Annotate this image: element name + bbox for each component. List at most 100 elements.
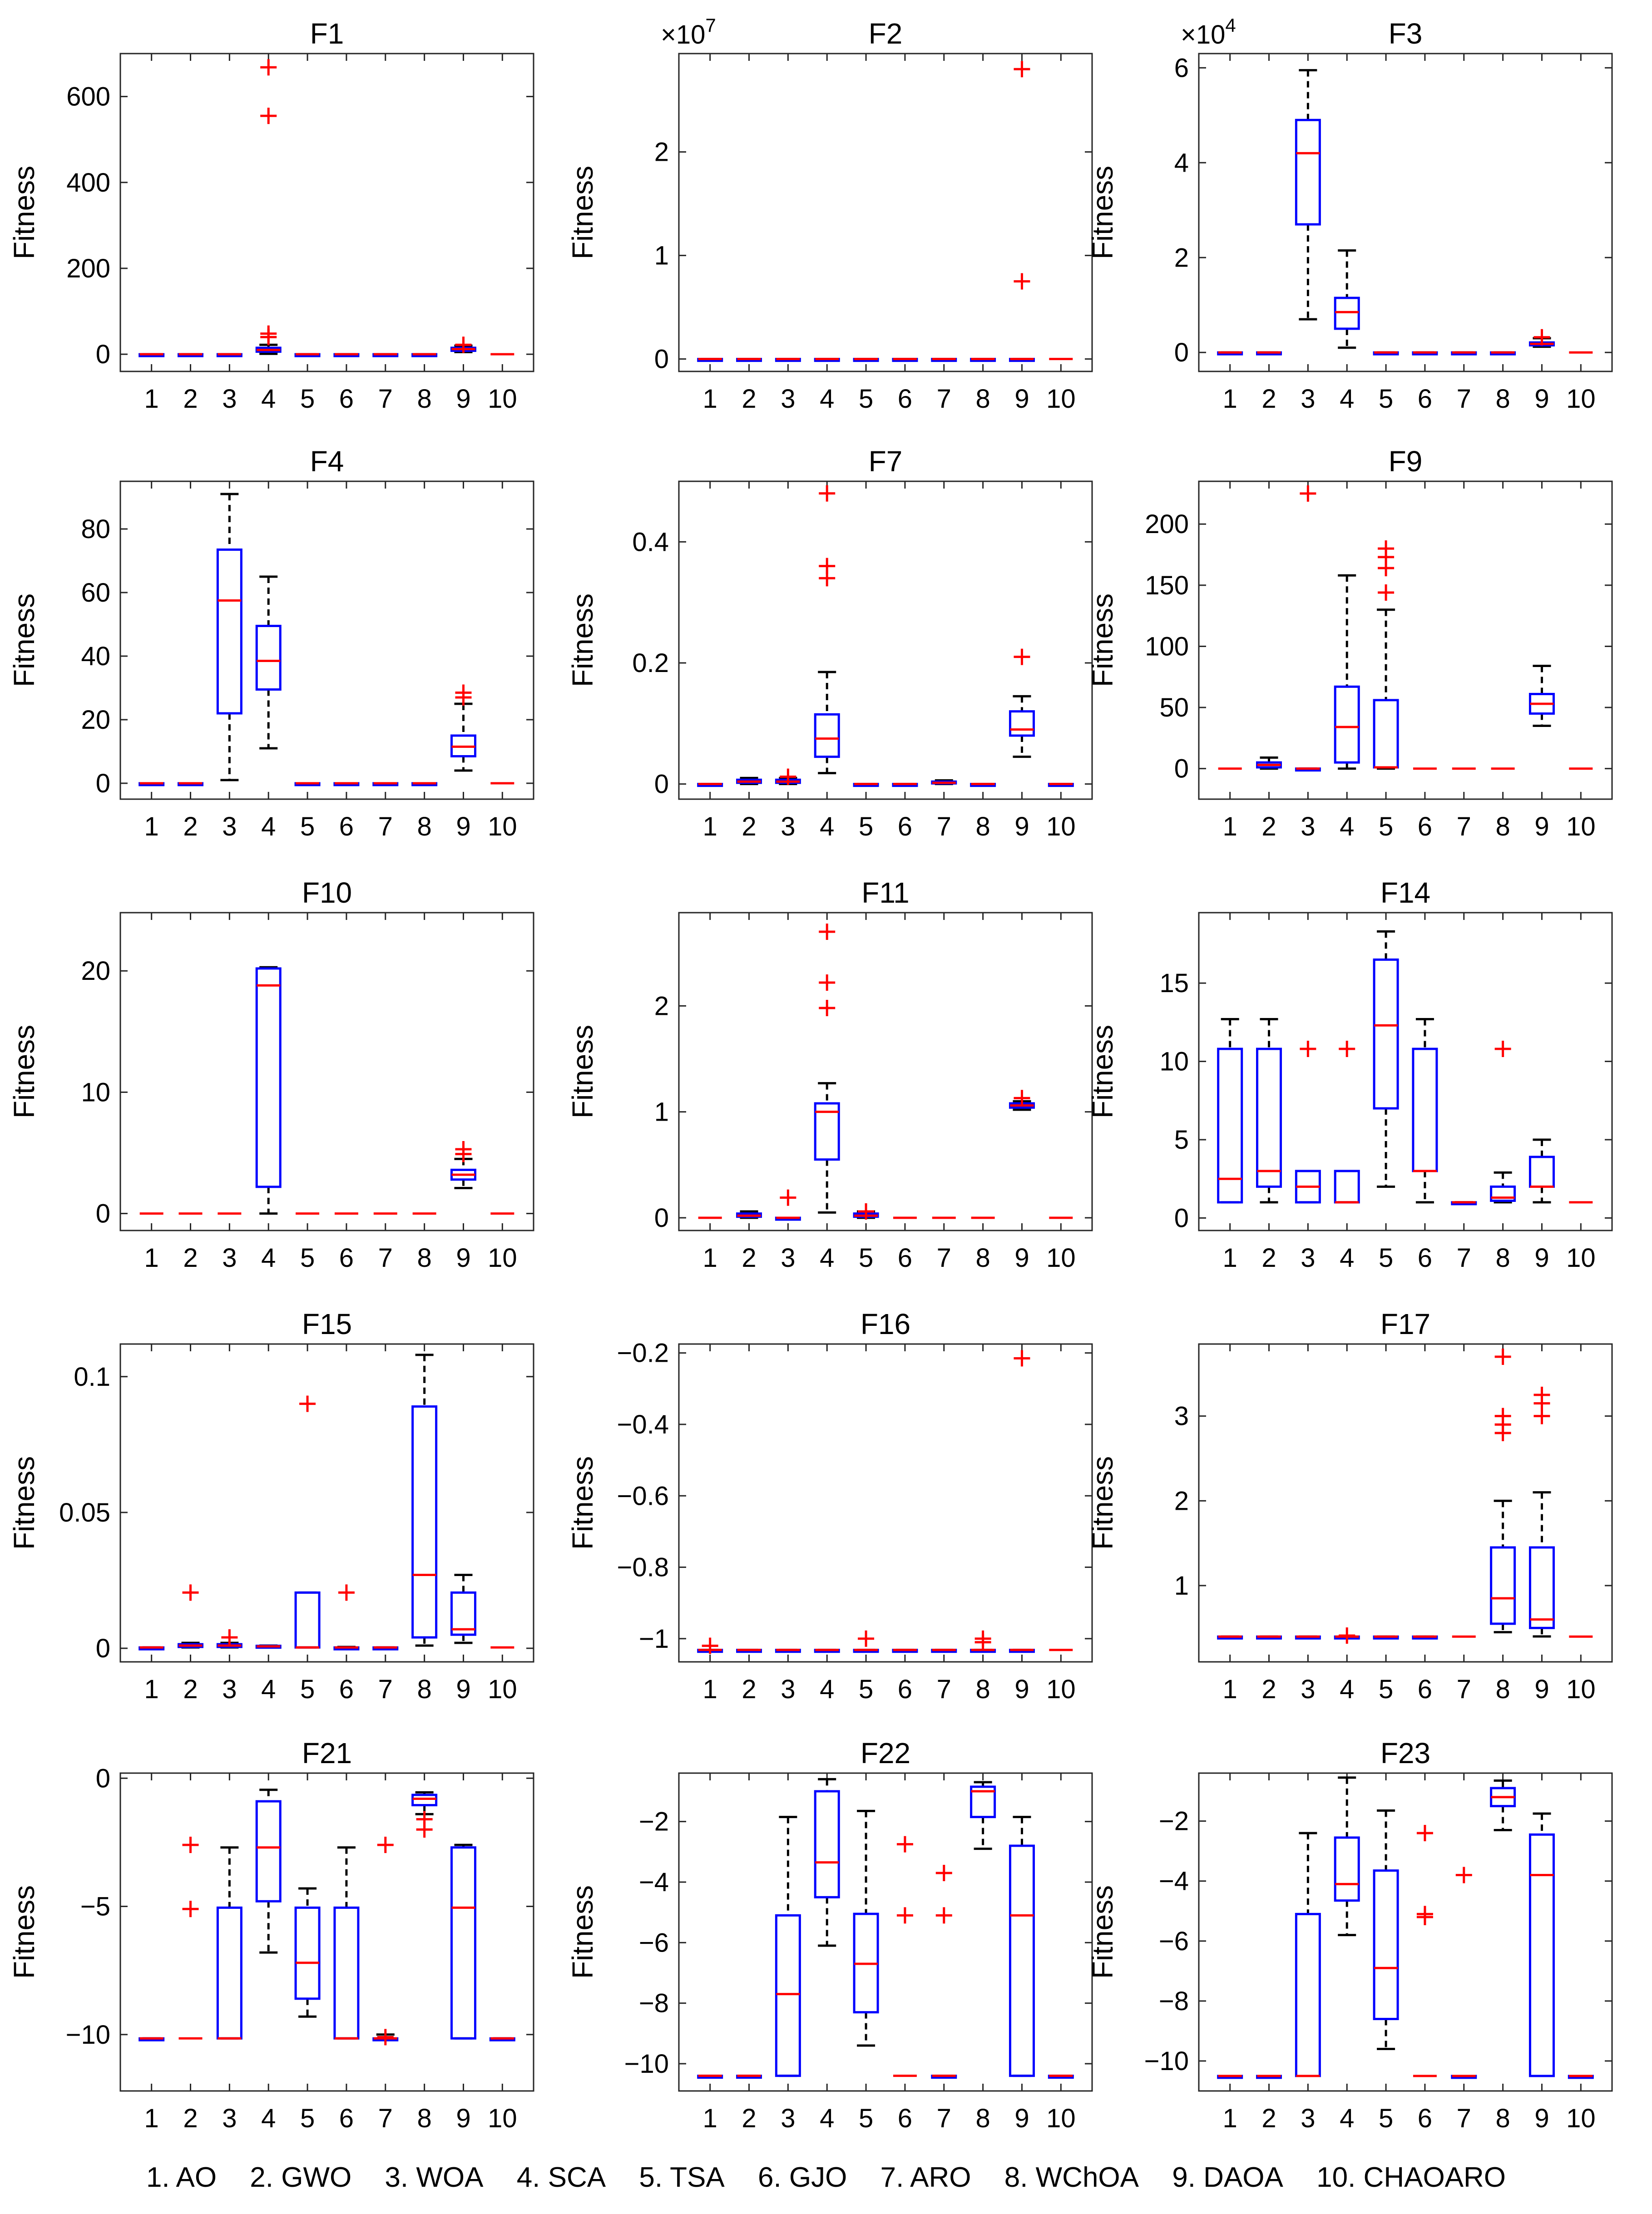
box-4 xyxy=(814,1649,840,1653)
box-9 xyxy=(450,1843,476,2040)
box-6 xyxy=(1412,351,1438,356)
y-axis-label: Fitness xyxy=(1086,1885,1119,1979)
x-tick-label: 10 xyxy=(1046,384,1076,414)
y-tick-label: −6 xyxy=(1159,1927,1189,1956)
box-7 xyxy=(1451,351,1477,356)
box-6 xyxy=(892,358,918,362)
box-9 xyxy=(450,684,476,772)
outlier-marker xyxy=(1378,584,1395,601)
x-tick-label: 2 xyxy=(1261,2104,1276,2133)
x-tick-label: 10 xyxy=(1046,1675,1076,1704)
x-tick-label: 2 xyxy=(183,2104,198,2133)
plot-frame xyxy=(119,912,534,1231)
y-tick-label: 0.2 xyxy=(632,648,669,678)
outlier-marker xyxy=(1378,540,1395,557)
outlier-marker xyxy=(1014,648,1030,665)
box-9 xyxy=(450,1574,476,1644)
x-tick-label: 7 xyxy=(378,384,393,414)
x-tick-label: 3 xyxy=(222,384,237,414)
x-tick-label: 7 xyxy=(378,812,393,841)
x-tick-label: 3 xyxy=(781,2104,795,2133)
box-2 xyxy=(1256,1635,1282,1640)
x-tick-label: 4 xyxy=(1340,2104,1354,2133)
iqr-box xyxy=(1334,297,1360,330)
box-5 xyxy=(853,358,879,362)
box-6 xyxy=(1412,1635,1438,1640)
x-tick-label: 6 xyxy=(898,812,912,841)
y-tick-label: −10 xyxy=(624,2049,669,2079)
box-1 xyxy=(697,358,723,362)
plot-frame xyxy=(119,53,534,372)
y-tick-label: 1 xyxy=(654,1097,669,1127)
box-9 xyxy=(450,1141,476,1189)
y-tick-label: 0 xyxy=(96,1634,110,1663)
x-tick-label: 4 xyxy=(820,1243,834,1273)
outlier-marker xyxy=(455,684,472,701)
x-tick-label: 8 xyxy=(417,1675,431,1704)
x-tick-label: 9 xyxy=(456,1675,470,1704)
iqr-box xyxy=(1528,1546,1555,1629)
box-8 xyxy=(970,1630,996,1653)
x-tick-label: 1 xyxy=(144,1675,159,1704)
y-tick-label: −10 xyxy=(66,2020,110,2050)
x-tick-label: 5 xyxy=(859,812,873,841)
y-tick-label: 1 xyxy=(1174,1571,1189,1601)
box-4 xyxy=(1334,1776,1360,1937)
box-2 xyxy=(736,1649,762,1653)
x-tick-label: 9 xyxy=(1014,2104,1029,2133)
x-tick-label: 4 xyxy=(820,812,834,841)
panel-title: F11 xyxy=(861,876,910,909)
x-tick-label: 5 xyxy=(1379,2104,1393,2133)
y-tick-label: 20 xyxy=(81,956,110,986)
x-tick-label: 9 xyxy=(1014,384,1029,414)
box-1 xyxy=(138,2037,165,2041)
x-tick-label: 8 xyxy=(1495,384,1510,414)
y-tick-label: 2 xyxy=(654,138,669,167)
box-9 xyxy=(1009,1090,1035,1111)
x-tick-label: 7 xyxy=(1457,384,1471,414)
panel-f9: F9 Fitness 0 50 100 150 200 1 2 3 4 5 6 7 8 9 10 xyxy=(1086,445,1613,841)
outlier-marker xyxy=(819,558,836,574)
iqr-box xyxy=(255,625,282,691)
y-tick-label: 0.1 xyxy=(74,1362,110,1392)
x-tick-label: 7 xyxy=(1457,1675,1471,1704)
box-5 xyxy=(853,1809,879,2047)
panel-title: F10 xyxy=(302,876,352,909)
box-2 xyxy=(1256,2075,1282,2079)
x-tick-label: 4 xyxy=(1340,384,1354,414)
x-tick-label: 5 xyxy=(300,812,315,841)
y-tick-label: 200 xyxy=(1145,509,1189,539)
panel-title: F1 xyxy=(310,17,344,50)
x-tick-label: 3 xyxy=(222,1243,237,1273)
plot-frame xyxy=(119,1343,534,1663)
outlier-marker xyxy=(1014,1350,1030,1367)
panel-f15: F15 Fitness 0 0.05 0.1 1 2 3 4 5 6 7 8 9 10 xyxy=(8,1308,534,1704)
y-axis-label: Fitness xyxy=(566,593,599,687)
iqr-box xyxy=(775,1914,801,2077)
outlier-marker xyxy=(1339,1041,1355,1057)
box-7 xyxy=(931,779,957,786)
box-10 xyxy=(1048,783,1074,787)
iqr-box xyxy=(1373,958,1399,1110)
iqr-box xyxy=(1009,1844,1035,2077)
box-10 xyxy=(1568,2075,1594,2079)
panel-title: F16 xyxy=(861,1308,910,1340)
legend-entry: 6. GJO xyxy=(757,2162,847,2193)
outlier-marker xyxy=(819,924,836,940)
iqr-box xyxy=(1217,1048,1243,1204)
box-5 xyxy=(853,783,879,787)
x-tick-label: 4 xyxy=(261,384,276,414)
outlier-marker xyxy=(1014,1090,1030,1107)
box-8 xyxy=(1490,1349,1516,1634)
panel-f10: F10 Fitness 0 10 20 1 2 3 4 5 6 7 8 9 10 xyxy=(8,876,534,1273)
x-tick-label: 9 xyxy=(1014,1675,1029,1704)
outlier-marker xyxy=(780,1189,796,1206)
x-tick-label: 1 xyxy=(144,812,159,841)
iqr-box xyxy=(814,1102,840,1161)
iqr-box xyxy=(1490,1546,1516,1625)
y-axis-label: Fitness xyxy=(8,166,40,259)
y-tick-label: −10 xyxy=(1144,2046,1189,2076)
x-tick-label: 3 xyxy=(781,384,795,414)
y-tick-label: −2 xyxy=(1159,1807,1189,1836)
